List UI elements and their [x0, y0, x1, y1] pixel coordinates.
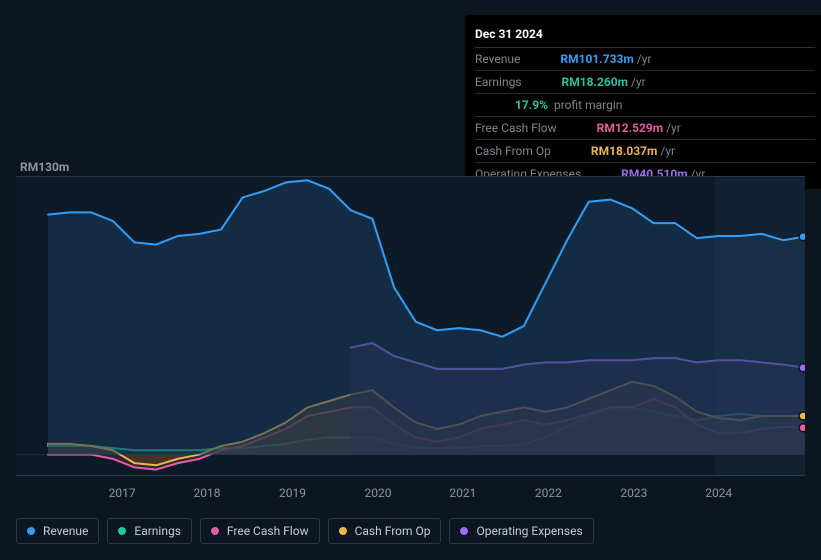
x-axis: 2017 2018 2019 2020 2021 2022 2023 2024	[16, 480, 805, 500]
tooltip-row: Earnings RM18.260m/yr	[475, 71, 815, 94]
legend-label: Earnings	[134, 524, 181, 538]
legend-item-revenue[interactable]: Revenue	[16, 518, 99, 544]
tooltip-row: Cash From Op RM18.037m/yr	[475, 140, 815, 163]
tooltip-metric-unit: /yr	[660, 144, 675, 158]
tooltip-margin-label: profit margin	[551, 98, 622, 112]
tooltip-metric-unit: /yr	[637, 52, 652, 66]
x-tick: 2017	[109, 486, 136, 500]
legend-dot	[118, 527, 126, 535]
tooltip-margin-row: 17.9% profit margin	[475, 94, 815, 117]
tooltip-metric-label: Earnings	[475, 75, 522, 89]
tooltip-margin-pct: 17.9%	[515, 98, 548, 112]
legend-label: Operating Expenses	[476, 524, 582, 538]
tooltip-metric-unit: /yr	[631, 75, 646, 89]
x-tick: 2023	[620, 486, 647, 500]
x-tick: 2018	[193, 486, 220, 500]
legend-item-cash-from-op[interactable]: Cash From Op	[328, 518, 442, 544]
legend-item-earnings[interactable]: Earnings	[107, 518, 192, 544]
tooltip-box: Dec 31 2024 RevenueRM101.733m/yrEarnings…	[465, 15, 821, 189]
chart-plot[interactable]	[16, 176, 805, 476]
legend-dot	[27, 527, 35, 535]
legend-dot	[211, 527, 219, 535]
legend-label: Revenue	[43, 524, 88, 538]
tooltip-metric-label: Free Cash Flow	[475, 121, 557, 135]
x-tick: 2020	[365, 486, 392, 500]
x-tick: 2021	[449, 486, 476, 500]
tooltip-row: Free Cash Flow RM12.529m/yr	[475, 117, 815, 140]
tooltip-metric-unit: /yr	[666, 121, 681, 135]
legend-label: Free Cash Flow	[227, 524, 309, 538]
legend: Revenue Earnings Free Cash Flow Cash From O…	[16, 518, 594, 544]
y-axis-max-label: RM130m	[20, 160, 69, 174]
tooltip-metric-value: RM18.037m	[591, 144, 658, 158]
x-tick: 2019	[279, 486, 306, 500]
legend-dot	[460, 527, 468, 535]
legend-label: Cash From Op	[355, 524, 431, 538]
tooltip-metric-value: RM101.733m	[560, 52, 633, 66]
tooltip-date: Dec 31 2024	[475, 21, 815, 48]
legend-dot	[339, 527, 347, 535]
tooltip-row: Revenue RM101.733m/yr	[475, 48, 815, 71]
legend-item-free-cash-flow[interactable]: Free Cash Flow	[200, 518, 320, 544]
x-tick: 2022	[535, 486, 562, 500]
tooltip-metric-label: Cash From Op	[475, 144, 551, 158]
tooltip-metric-value: RM18.260m	[562, 75, 629, 89]
x-tick: 2024	[705, 486, 732, 500]
tooltip-metric-value: RM12.529m	[597, 121, 664, 135]
tooltip-metric-label: Revenue	[475, 52, 520, 66]
legend-item-operating-expenses[interactable]: Operating Expenses	[449, 518, 593, 544]
